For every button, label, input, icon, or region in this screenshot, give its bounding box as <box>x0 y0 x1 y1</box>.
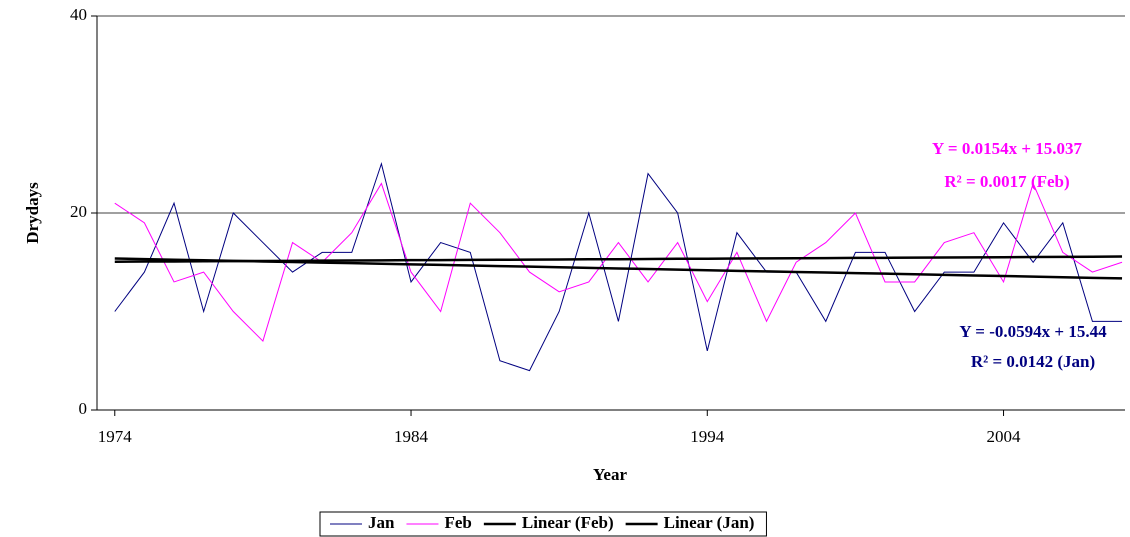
legend-label: Linear (Jan) <box>664 513 755 532</box>
annotation: R² = 0.0142 (Jan) <box>971 352 1095 371</box>
legend-label: Feb <box>444 513 471 532</box>
y-axis-title: Drydays <box>23 182 42 244</box>
x-tick-label: 2004 <box>987 427 1022 446</box>
legend-box <box>319 511 767 537</box>
series-line <box>114 257 1123 280</box>
y-tick-label: 20 <box>70 202 87 221</box>
y-tick-label: 40 <box>70 5 87 24</box>
legend-label: Linear (Feb) <box>522 513 614 532</box>
annotation: R² = 0.0017 (Feb) <box>944 172 1069 191</box>
x-tick-label: 1994 <box>690 427 725 446</box>
legend-label: Jan <box>368 513 395 532</box>
annotation: Y = -0.0594x + 15.44 <box>959 322 1107 341</box>
annotation: Y = 0.0154x + 15.037 <box>932 139 1083 158</box>
y-tick-label: 0 <box>79 399 88 418</box>
series-line <box>114 181 1123 342</box>
x-tick-label: 1974 <box>98 427 133 446</box>
x-tick-label: 1984 <box>394 427 429 446</box>
x-axis-title: Year <box>593 465 627 484</box>
